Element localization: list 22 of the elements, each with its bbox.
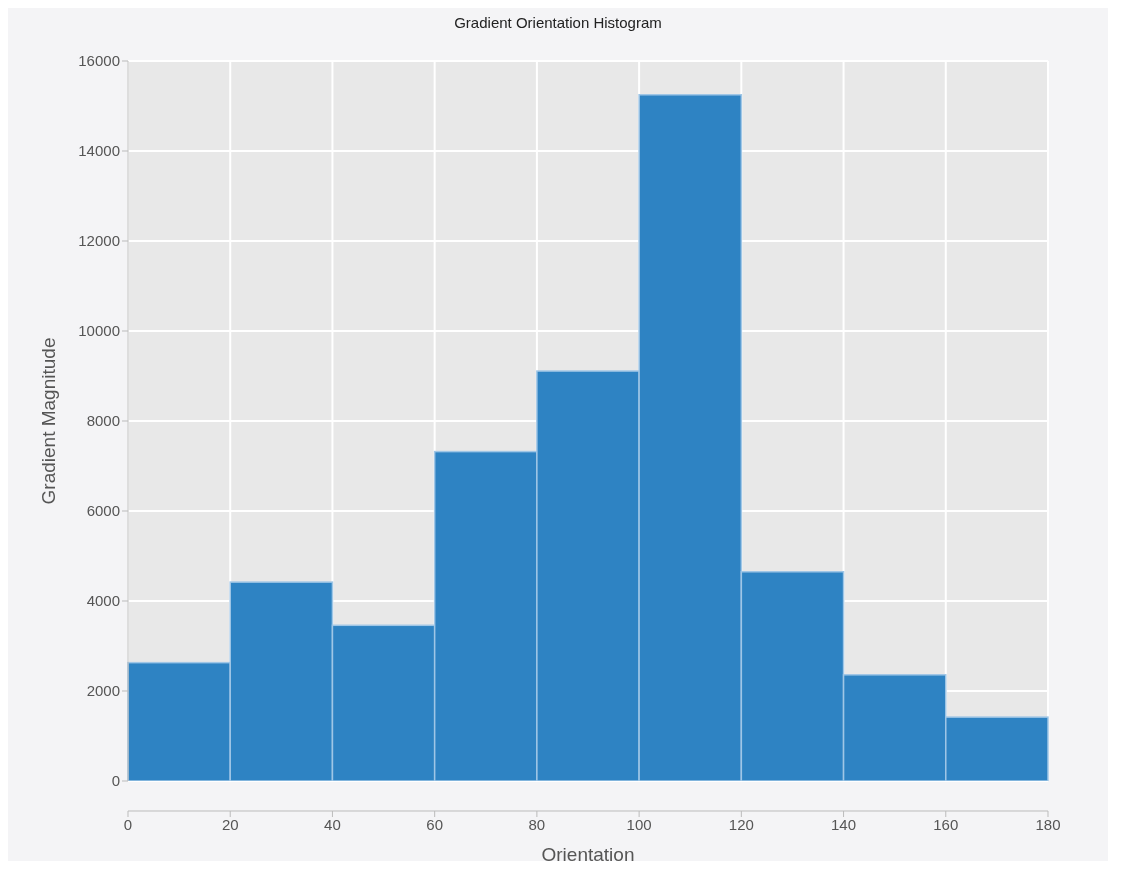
x-tick-label: 160: [933, 815, 959, 833]
x-tick-label: 180: [1035, 815, 1061, 833]
y-tick-label: 14000: [78, 142, 120, 160]
x-tick-label: 120: [728, 815, 754, 833]
x-tick-label: 80: [528, 815, 546, 833]
x-tick-label: 60: [426, 815, 444, 833]
x-axis-title: Orientation: [541, 844, 635, 865]
x-tick-label: 40: [324, 815, 341, 833]
y-tick-label: 2000: [86, 682, 120, 700]
y-tick-label: 0: [111, 772, 120, 790]
y-tick-label: 8000: [86, 412, 120, 430]
x-tick-label: 140: [831, 815, 857, 833]
y-tick-label: 6000: [86, 502, 120, 520]
y-tick-label: 12000: [78, 232, 120, 250]
chart-title: Gradient Orientation Histogram: [453, 13, 663, 31]
x-tick-label: 20: [221, 815, 239, 833]
y-tick-label: 4000: [86, 592, 120, 610]
y-axis-title: Gradient Magnitude: [37, 337, 59, 505]
y-tick-label: 16000: [78, 52, 120, 70]
x-tick-label: 0: [123, 815, 133, 833]
x-tick-label: 100: [626, 815, 652, 833]
y-tick-label: 10000: [78, 322, 120, 340]
